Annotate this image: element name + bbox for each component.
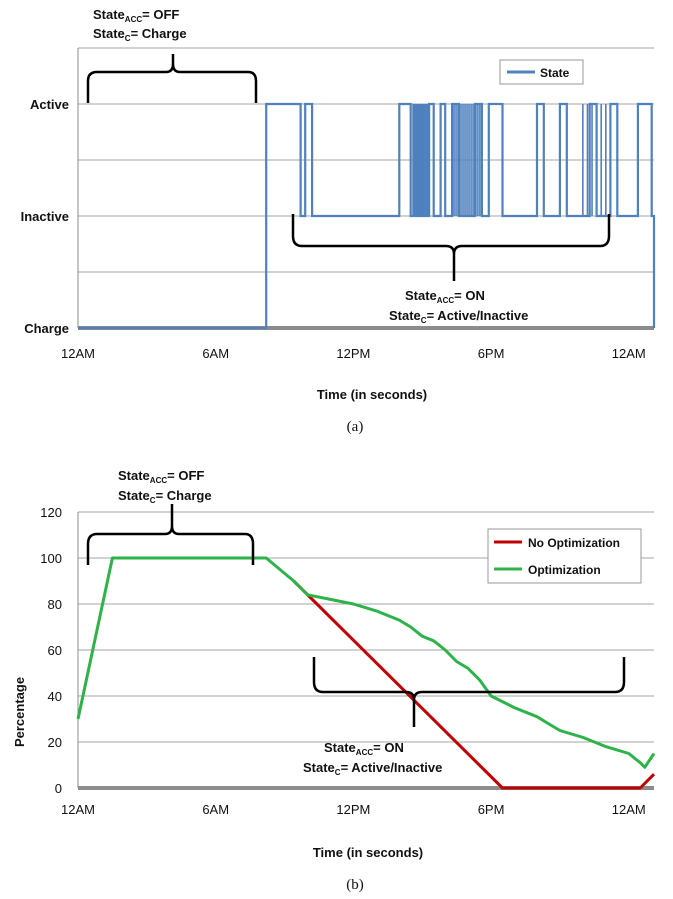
chart-a-y-tick-active: Active [30, 97, 69, 112]
chart-a: Charge Inactive Active 12AM 6AM 12PM 6PM 12AM … [21, 7, 656, 435]
chart-a-y-tick-inactive: Inactive [21, 209, 69, 224]
chart-b-legend: No Optimization Optimization [487, 528, 642, 584]
chart-b-annotation-on-line1: StateACC= ON [324, 740, 404, 757]
chart-a-x-tick-1: 6AM [202, 346, 229, 361]
chart-b-x-tick-1: 6AM [202, 802, 229, 817]
chart-b-series-no-optimization-line [292, 579, 656, 790]
chart-a-x-tick-0: 12AM [61, 346, 95, 361]
chart-b-x-axis-label: Time (in seconds) [313, 845, 423, 860]
chart-b-brace-on [312, 657, 626, 727]
chart-a-legend-label-state: State [540, 66, 570, 80]
chart-b-y-tick-80: 80 [48, 597, 62, 612]
chart-a-annotation-on-line1: StateACC= ON [405, 288, 485, 305]
chart-a-x-axis-label: Time (in seconds) [317, 387, 427, 402]
chart-b-y-tick-labels: 0 20 40 60 80 100 120 [40, 505, 62, 796]
chart-a-x-tick-4: 12AM [612, 346, 646, 361]
chart-b-legend-label-optimization: Optimization [528, 563, 601, 577]
chart-b-y-tick-100: 100 [40, 551, 62, 566]
chart-b-brace-off [86, 504, 255, 565]
chart-b-series-optimization-line [76, 556, 656, 769]
chart-b-x-tick-2: 12PM [336, 802, 370, 817]
chart-b-series [76, 556, 656, 790]
chart-b-x-tick-4: 12AM [612, 802, 646, 817]
chart-a-x-tick-3: 6PM [478, 346, 505, 361]
chart-b-y-axis-label: Percentage [12, 677, 27, 747]
chart-b-y-tick-60: 60 [48, 643, 62, 658]
chart-a-y-tick-charge: Charge [24, 321, 69, 336]
chart-b-x-tick-labels: 12AM 6AM 12PM 6PM 12AM [61, 802, 646, 817]
chart-a-legend: State [499, 59, 584, 85]
chart-b-annotation-on-line2: StateC= Active/Inactive [303, 760, 442, 777]
chart-b: 0 20 40 60 80 100 120 12AM 6AM 12PM 6PM 12AM No Op… [12, 468, 656, 893]
chart-a-x-tick-2: 12PM [336, 346, 370, 361]
chart-a-annotation-off-line1: StateACC= OFF [93, 7, 179, 24]
chart-b-annotation-off-line2: StateC= Charge [118, 488, 212, 505]
chart-b-x-tick-0: 12AM [61, 802, 95, 817]
chart-a-y-tick-labels: Charge Inactive Active [21, 97, 69, 336]
chart-a-caption: (a) [347, 419, 364, 435]
chart-b-x-tick-3: 6PM [478, 802, 505, 817]
chart-b-annotation-off-line1: StateACC= OFF [118, 468, 204, 485]
chart-a-brace-off [86, 54, 258, 103]
chart-a-x-tick-labels: 12AM 6AM 12PM 6PM 12AM [61, 346, 646, 361]
chart-b-y-tick-20: 20 [48, 735, 62, 750]
chart-a-annotation-on-line2: StateC= Active/Inactive [389, 308, 528, 325]
chart-a-annotation-off-line2: StateC= Charge [93, 26, 187, 43]
chart-b-caption: (b) [346, 877, 364, 893]
chart-a-brace-on [291, 214, 611, 281]
chart-a-series [78, 102, 656, 330]
chart-b-y-tick-120: 120 [40, 505, 62, 520]
chart-b-legend-label-no-optimization: No Optimization [528, 536, 620, 550]
chart-b-y-tick-0: 0 [55, 781, 62, 796]
chart-b-y-tick-40: 40 [48, 689, 62, 704]
